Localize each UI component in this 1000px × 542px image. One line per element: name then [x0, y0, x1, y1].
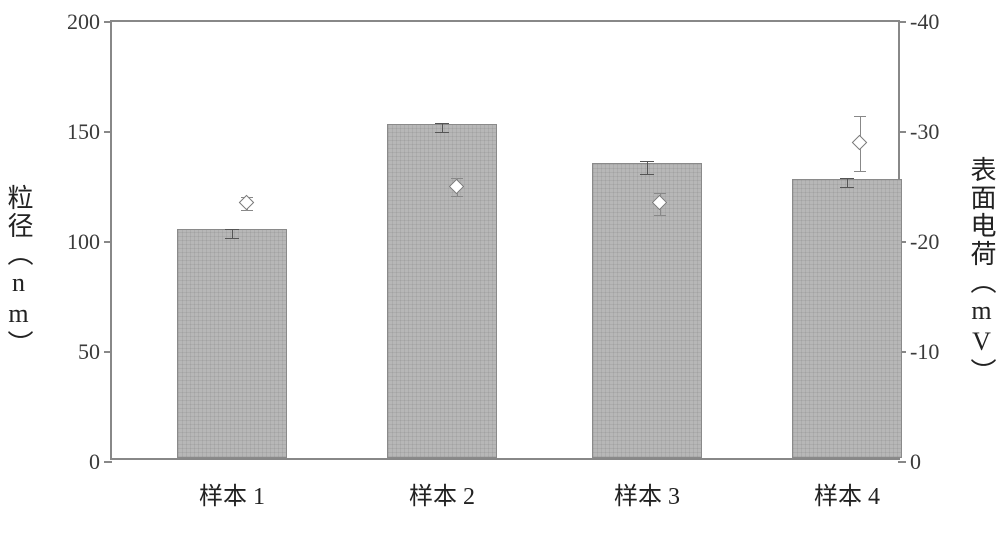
marker-error-cap	[654, 193, 666, 194]
marker-error-cap	[854, 171, 866, 172]
bar	[592, 163, 702, 458]
category-label: 样本 4	[814, 476, 880, 511]
bar-error-cap	[435, 123, 449, 124]
bar	[177, 229, 287, 458]
category-label: 样本 3	[614, 476, 680, 511]
bar	[792, 179, 902, 458]
left-tick	[104, 351, 112, 353]
left-tick-label: 50	[78, 339, 100, 365]
left-tick-label: 100	[67, 229, 100, 255]
left-tick	[104, 21, 112, 23]
left-tick	[104, 461, 112, 463]
right-tick-label: -30	[910, 119, 939, 145]
bar-error-stem	[847, 178, 848, 187]
bar-error-stem	[442, 123, 443, 132]
category-label: 样本 2	[409, 476, 475, 511]
marker-error-cap	[854, 116, 866, 117]
category-label: 样本 1	[199, 476, 265, 511]
bar-error-cap	[840, 187, 854, 188]
dual-axis-bar-chart: 粒径（nm） 表面电荷（mV） 0501001502000-10-20-30-4…	[0, 0, 1000, 542]
right-tick-label: -20	[910, 229, 939, 255]
marker-error-cap	[654, 215, 666, 216]
left-tick	[104, 131, 112, 133]
right-tick	[898, 131, 906, 133]
bar-error-stem	[647, 161, 648, 174]
left-axis-label: 粒径（nm）	[0, 184, 37, 358]
marker-error-cap	[241, 210, 253, 211]
bar-error-cap	[640, 161, 654, 162]
marker-error-cap	[451, 196, 463, 197]
right-tick	[898, 21, 906, 23]
bar	[387, 124, 497, 458]
bar-error-cap	[435, 132, 449, 133]
bar-error-cap	[225, 229, 239, 230]
left-tick	[104, 241, 112, 243]
right-axis-label: 表面电荷（mV）	[963, 156, 1000, 386]
bar-error-cap	[225, 238, 239, 239]
right-tick	[898, 461, 906, 463]
bar-error-cap	[640, 174, 654, 175]
right-tick-label: -40	[910, 9, 939, 35]
bar-error-stem	[232, 229, 233, 238]
diamond-marker	[851, 134, 867, 150]
bar-error-cap	[840, 178, 854, 179]
right-tick-label: 0	[910, 449, 921, 475]
left-tick-label: 200	[67, 9, 100, 35]
left-tick-label: 0	[89, 449, 100, 475]
right-tick-label: -10	[910, 339, 939, 365]
left-tick-label: 150	[67, 119, 100, 145]
plot-area: 0501001502000-10-20-30-40样本 1样本 2样本 3样本 …	[110, 20, 900, 460]
